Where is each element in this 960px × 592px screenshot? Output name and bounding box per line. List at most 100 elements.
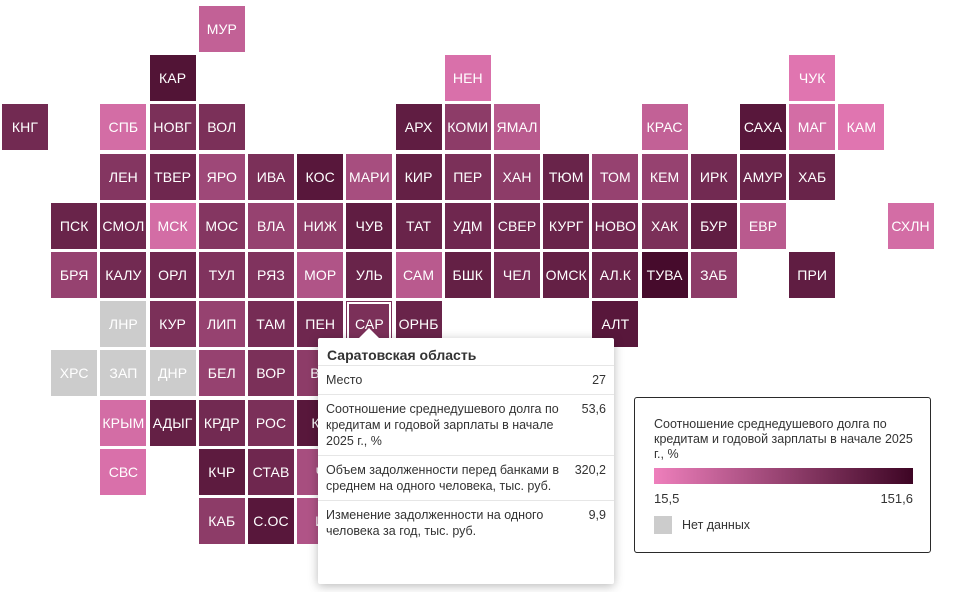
region-tile[interactable]: КАБ: [198, 498, 245, 544]
region-tile[interactable]: КУРГ: [543, 202, 590, 249]
region-tile[interactable]: КАР: [149, 55, 196, 102]
region-tile[interactable]: МОС: [198, 202, 245, 249]
tooltip-row-value: 9,9: [588, 508, 606, 522]
region-tile[interactable]: НИЖ: [297, 202, 344, 249]
region-tile[interactable]: СМОЛ: [100, 202, 147, 249]
region-tile[interactable]: ТАМ: [248, 301, 294, 348]
region-tile[interactable]: ЯРО: [198, 153, 245, 200]
region-tile[interactable]: БУР: [690, 202, 737, 249]
region-tile[interactable]: ИРК: [690, 153, 737, 200]
tooltip-row-debt-per-capita: Объем задолженности перед банками в сред…: [318, 456, 614, 501]
region-tile[interactable]: СХЛН: [887, 202, 934, 249]
region-tile[interactable]: РЯЗ: [248, 252, 294, 298]
region-tile[interactable]: ХАН: [494, 153, 540, 200]
tooltip-title: Саратовская область: [318, 338, 614, 366]
region-tile[interactable]: КУР: [149, 301, 196, 348]
region-tile[interactable]: МСК: [149, 202, 196, 249]
region-tile[interactable]: КАЛУ: [100, 252, 147, 298]
region-tile[interactable]: АРХ: [395, 104, 442, 151]
region-tile[interactable]: ЧЕЛ: [494, 252, 540, 298]
region-tile[interactable]: ДНР: [149, 350, 196, 397]
region-tile[interactable]: ТАТ: [395, 202, 442, 249]
no-data-label: Нет данных: [682, 518, 751, 532]
region-tile[interactable]: АДЫГ: [149, 399, 196, 446]
tooltip-row-rank: Место 27: [318, 366, 614, 395]
region-tile[interactable]: АМУР: [740, 153, 786, 200]
region-tile[interactable]: ТВЕР: [149, 153, 196, 200]
region-tile[interactable]: ХАК: [641, 202, 688, 249]
region-tile[interactable]: АЛ.К: [592, 252, 639, 298]
region-tile[interactable]: УДМ: [444, 202, 491, 249]
tooltip-row-debt-ratio: Соотношение среднедушевого долга по кред…: [318, 395, 614, 456]
region-tile[interactable]: БЕЛ: [198, 350, 245, 397]
legend-min-value: 15,5: [654, 491, 680, 506]
region-tile[interactable]: ПСК: [51, 202, 98, 249]
tooltip-row-value: 320,2: [574, 463, 606, 477]
region-tile[interactable]: НЕН: [444, 55, 491, 102]
region-tile[interactable]: ТОМ: [592, 153, 639, 200]
region-tile[interactable]: КРДР: [198, 399, 245, 446]
region-tile[interactable]: ЛЕН: [100, 153, 147, 200]
region-tile[interactable]: МАГ: [789, 104, 836, 151]
region-tile[interactable]: ЯМАЛ: [494, 104, 540, 151]
region-tile[interactable]: КЕМ: [641, 153, 688, 200]
region-tile[interactable]: ЧУВ: [346, 202, 393, 249]
region-tile[interactable]: С.ОС: [248, 498, 294, 544]
region-tile[interactable]: НОВГ: [149, 104, 196, 151]
region-tile[interactable]: НОВО: [592, 202, 639, 249]
region-tile[interactable]: КЧР: [198, 448, 245, 495]
region-tooltip: Саратовская область Место 27 Соотношение…: [318, 328, 614, 584]
region-tile[interactable]: КАМ: [838, 104, 885, 151]
region-tile[interactable]: КНГ: [2, 104, 48, 151]
legend-gradient-bar: [654, 468, 913, 484]
region-tile[interactable]: МАРИ: [346, 153, 393, 200]
legend-title: Соотношение среднедушевого долга по кред…: [654, 417, 913, 461]
legend-max-value: 151,6: [880, 491, 913, 506]
tooltip-row-label: Соотношение среднедушевого долга по кред…: [326, 402, 559, 448]
tooltip-row-value: 27: [592, 373, 606, 387]
region-tile[interactable]: ВОР: [248, 350, 294, 397]
region-tile[interactable]: ЛНР: [100, 301, 147, 348]
region-tile[interactable]: СВЕР: [494, 202, 540, 249]
region-tile[interactable]: ВЛА: [248, 202, 294, 249]
region-tile[interactable]: БШК: [444, 252, 491, 298]
region-tile[interactable]: КОС: [297, 153, 344, 200]
region-tile[interactable]: МОР: [297, 252, 344, 298]
region-tile[interactable]: КОМИ: [444, 104, 491, 151]
region-tile[interactable]: ОРЛ: [149, 252, 196, 298]
region-tile[interactable]: СТАВ: [248, 448, 294, 495]
region-tile[interactable]: ТЮМ: [543, 153, 590, 200]
region-tile[interactable]: ЛИП: [198, 301, 245, 348]
region-tile[interactable]: ВОЛ: [198, 104, 245, 151]
region-tile[interactable]: ПРИ: [789, 252, 836, 298]
region-tile[interactable]: ТУЛ: [198, 252, 245, 298]
region-tile[interactable]: ЗАБ: [690, 252, 737, 298]
tooltip-row-label: Изменение задолженности на одного челове…: [326, 508, 544, 538]
region-tile[interactable]: ХРС: [51, 350, 98, 397]
region-tile[interactable]: БРЯ: [51, 252, 98, 298]
region-tile[interactable]: КИР: [395, 153, 442, 200]
region-tile[interactable]: ЗАП: [100, 350, 147, 397]
region-tile[interactable]: РОС: [248, 399, 294, 446]
region-tile[interactable]: ТУВА: [641, 252, 688, 298]
region-tile[interactable]: МУР: [198, 6, 245, 52]
tooltip-row-value: 53,6: [581, 402, 606, 416]
region-tile[interactable]: СВС: [100, 448, 147, 495]
region-tile[interactable]: САМ: [395, 252, 442, 298]
region-tile[interactable]: ОМСК: [543, 252, 590, 298]
region-tile[interactable]: ХАБ: [789, 153, 836, 200]
region-tile[interactable]: СПБ: [100, 104, 147, 151]
region-tile[interactable]: ИВА: [248, 153, 294, 200]
tooltip-row-label: Объем задолженности перед банками в сред…: [326, 463, 559, 493]
region-tile[interactable]: УЛЬ: [346, 252, 393, 298]
region-tile[interactable]: ЧУК: [789, 55, 836, 102]
tooltip-row-label: Место: [326, 373, 363, 387]
tooltip-row-debt-change: Изменение задолженности на одного челове…: [318, 501, 614, 545]
region-tile[interactable]: КРЫМ: [100, 399, 147, 446]
no-data-swatch: [654, 516, 672, 534]
region-tile[interactable]: ПЕР: [444, 153, 491, 200]
region-tile[interactable]: САХА: [740, 104, 786, 151]
region-tile[interactable]: ЕВР: [740, 202, 786, 249]
region-tile[interactable]: КРАС: [641, 104, 688, 151]
